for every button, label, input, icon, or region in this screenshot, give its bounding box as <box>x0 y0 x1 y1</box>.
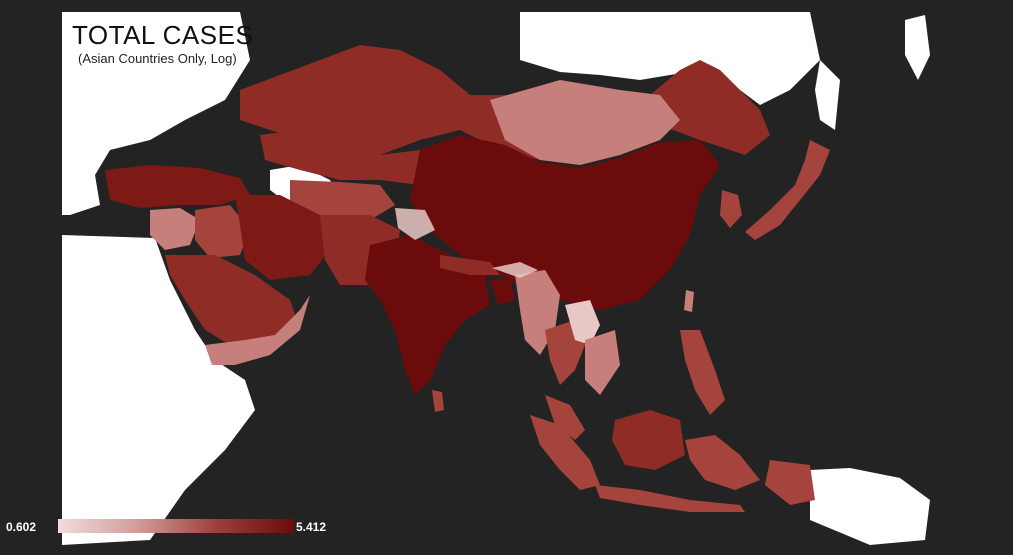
region-vietnam-cambodia <box>585 330 620 395</box>
region-levant <box>150 208 200 250</box>
region-turkey-caucasus <box>105 165 250 208</box>
land-north-west <box>62 12 250 215</box>
color-legend: 0.602 5.412 <box>6 517 346 537</box>
region-kashmir-hatched <box>395 208 435 240</box>
region-sri-lanka <box>432 390 444 412</box>
region-japan <box>745 140 830 240</box>
legend-min-label: 0.602 <box>6 520 37 534</box>
region-borneo <box>612 410 685 470</box>
region-yemen-oman <box>205 295 310 365</box>
region-new-guinea-west <box>765 460 815 505</box>
region-arunachal-hatched <box>492 262 538 278</box>
region-bangladesh <box>490 278 515 305</box>
region-iraq <box>195 205 250 258</box>
region-sulawesi-moluccas <box>685 435 760 490</box>
region-laos <box>565 300 600 345</box>
map-subtitle: (Asian Countries Only, Log) <box>78 51 237 66</box>
region-kazakhstan <box>260 130 440 185</box>
map-title: TOTAL CASES <box>72 20 254 50</box>
land-sakhalin <box>905 15 930 80</box>
land-new-guinea-east <box>810 468 930 545</box>
region-taiwan <box>684 290 694 312</box>
region-philippines <box>680 330 725 415</box>
legend-gradient-bar <box>58 519 294 533</box>
region-korea <box>720 190 742 228</box>
land-north-east <box>520 12 820 105</box>
region-java-islands <box>595 485 745 512</box>
region-iran <box>235 195 330 280</box>
region-malaysia <box>545 395 585 440</box>
region-nepal <box>440 255 500 275</box>
land-africa <box>62 235 255 545</box>
land-kamchatka-south <box>815 60 840 130</box>
legend-max-label: 5.412 <box>296 520 327 534</box>
region-mongolia <box>490 80 680 165</box>
region-india <box>365 235 490 395</box>
region-sumatra <box>530 415 600 490</box>
region-saudi-arabia <box>165 255 300 345</box>
